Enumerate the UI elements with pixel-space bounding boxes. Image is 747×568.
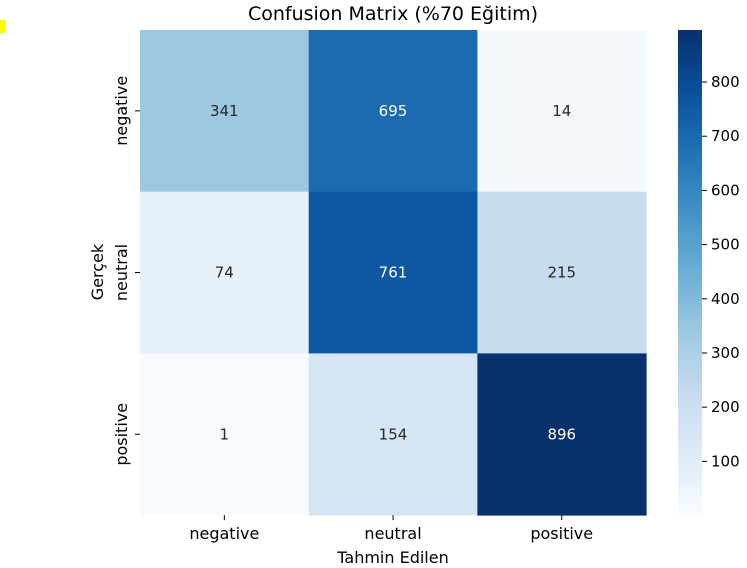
colorbar-tick-label: 400 — [711, 290, 740, 308]
colorbar-tick-label: 600 — [711, 181, 740, 199]
y-axis-label: Gerçek — [88, 243, 107, 300]
cell-value-label: 215 — [547, 264, 576, 282]
cell-value-label: 14 — [552, 102, 571, 120]
cell-value-label: 896 — [547, 425, 576, 443]
colorbar — [678, 30, 702, 515]
y-tick-label: positive — [112, 403, 131, 466]
y-tick-label: neutral — [112, 244, 131, 301]
heatmap-cell — [477, 30, 647, 193]
heatmap-cell — [477, 191, 647, 354]
cell-value-label: 341 — [210, 102, 239, 120]
x-tick-label: neutral — [364, 524, 421, 543]
heatmap-cell — [477, 353, 647, 516]
heatmap-cell — [308, 30, 478, 193]
x-axis-label: Tahmin Edilen — [336, 548, 448, 567]
heatmap-cells — [140, 30, 647, 516]
y-axis-ticks: negative neutral positive — [112, 76, 140, 466]
colorbar-tick-label: 300 — [711, 344, 740, 362]
x-tick-label: positive — [530, 524, 593, 543]
colorbar-ticks: 100 200 300 400 500 600 700 800 — [702, 73, 740, 470]
heatmap-cell — [140, 353, 310, 516]
cell-value-label: 1 — [220, 425, 230, 443]
y-tick-label: negative — [112, 76, 131, 146]
cell-value-label: 74 — [215, 264, 234, 282]
cell-value-label: 695 — [379, 102, 408, 120]
chart-title: Confusion Matrix (%70 Eğitim) — [248, 3, 538, 25]
x-tick-label: negative — [189, 524, 259, 543]
heatmap-cell — [140, 191, 310, 354]
heatmap-cell — [308, 353, 478, 516]
heatmap-cell — [308, 191, 478, 354]
cell-annotations: 341 695 14 74 761 215 1 154 896 — [210, 102, 576, 443]
highlight-marker — [0, 20, 5, 33]
heatmap-cell — [140, 30, 310, 193]
colorbar-tick-label: 200 — [711, 398, 740, 416]
colorbar-tick-label: 100 — [711, 452, 740, 470]
colorbar-tick-label: 500 — [711, 236, 740, 254]
colorbar-tick-label: 800 — [711, 73, 740, 91]
cell-value-label: 761 — [379, 264, 408, 282]
cell-value-label: 154 — [379, 425, 408, 443]
colorbar-tick-label: 700 — [711, 127, 740, 145]
x-axis-ticks: negative neutral positive — [189, 515, 593, 543]
